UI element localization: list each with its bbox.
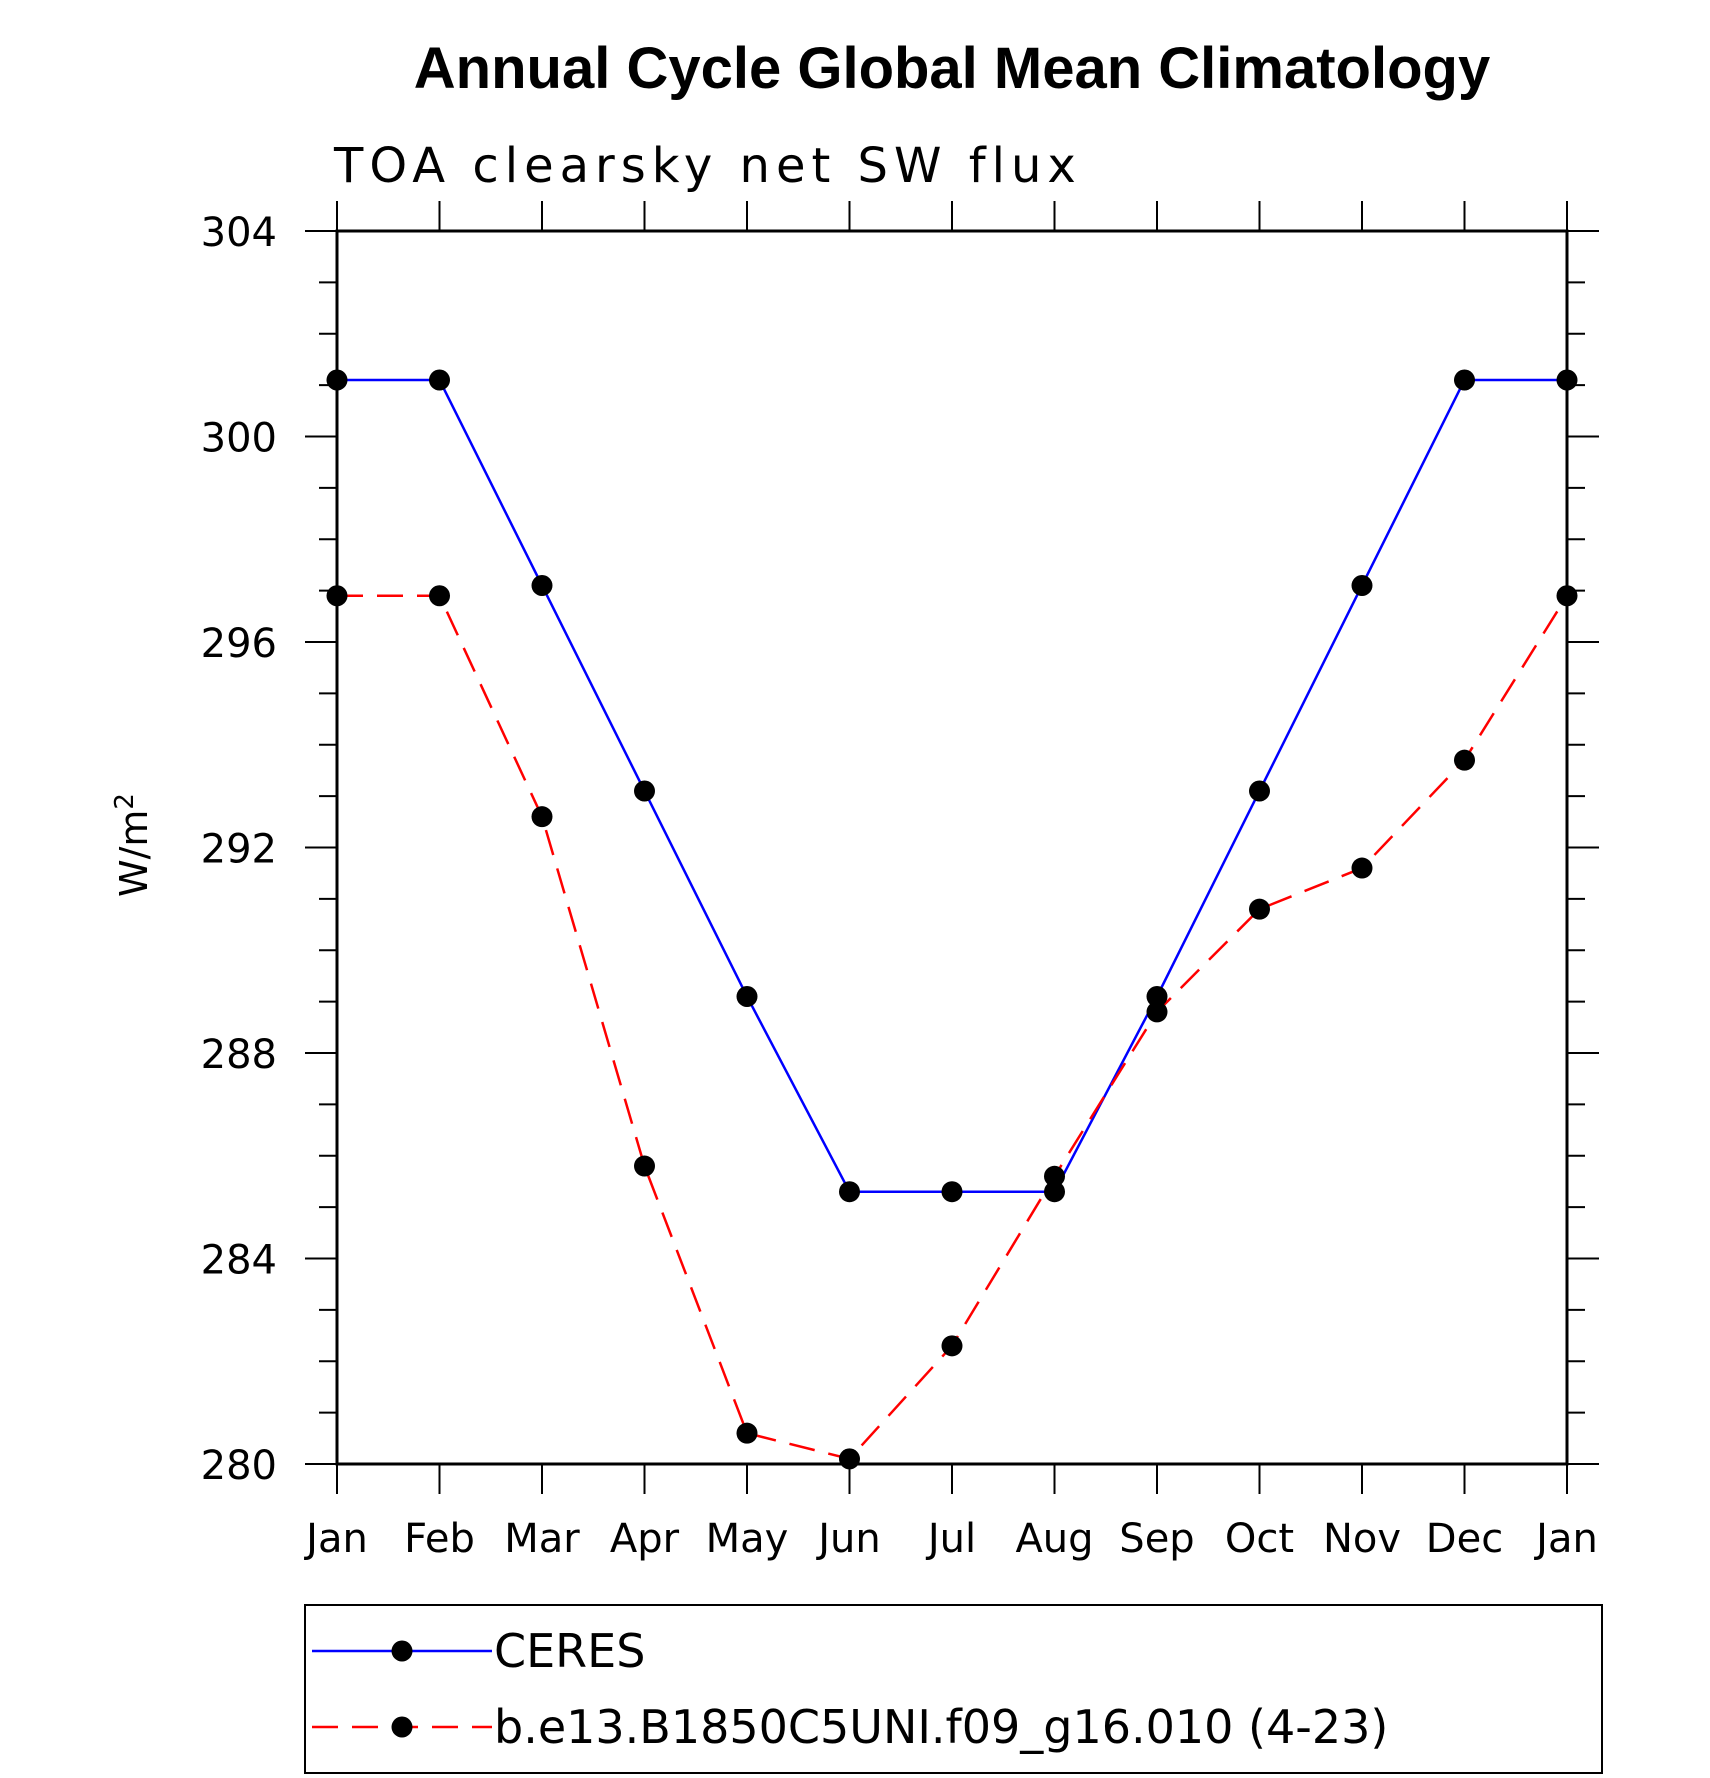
chart-title: Annual Cycle Global Mean Climatology: [414, 36, 1490, 101]
x-tick-label: Jan: [1533, 1516, 1598, 1562]
series-1-point: [1044, 1181, 1065, 1203]
x-tick-label: Oct: [1225, 1516, 1294, 1562]
y-tick-label: 284: [201, 1238, 277, 1284]
chart-subtitle: TOA clearsky net SW flux: [333, 138, 1082, 194]
legend-marker-2: [391, 1716, 413, 1738]
x-axis: Jan Feb Mar Apr May Jun Jul Aug Sep Oct Nov Dec Jan: [303, 201, 1598, 1562]
y-tick-label: 296: [201, 621, 277, 667]
y-tick-label: 300: [201, 416, 277, 462]
legend-box: [304, 1604, 1603, 1774]
series-1-point: [634, 780, 655, 802]
series-1-point: [736, 985, 758, 1007]
x-tick-label: Nov: [1323, 1516, 1401, 1562]
y-axis-label-base: W/m: [112, 810, 156, 897]
x-tick-label: Apr: [610, 1516, 680, 1562]
y-axis-label-superscript: 2: [110, 793, 140, 810]
series-1-point: [1454, 369, 1475, 391]
x-tick-label: May: [706, 1516, 789, 1562]
series-1-point: [1351, 574, 1373, 596]
y-axis-label: W/m2: [110, 793, 156, 897]
series-1-point: [429, 369, 450, 391]
series-2-point: [1146, 1001, 1168, 1023]
legend-marker-1: [391, 1640, 413, 1662]
series-2-point: [1044, 1165, 1065, 1187]
legend: CERES b.e13.B1850C5UNI.f09_g16.010 (4-23): [304, 1604, 1603, 1774]
series-2-point: [1556, 585, 1578, 607]
series-1-point: [941, 1181, 963, 1203]
series-2-point: [1351, 857, 1373, 879]
x-tick-label: Dec: [1426, 1516, 1503, 1562]
series-1-point: [839, 1181, 860, 1203]
series-2-point: [1249, 898, 1270, 920]
y-tick-label: 304: [201, 210, 277, 256]
series-1-point: [531, 574, 553, 596]
x-tick-label: Feb: [404, 1516, 475, 1562]
y-axis: 280 284 288 292 296 300 304: [201, 210, 1599, 1489]
y-tick-label: 292: [201, 827, 277, 873]
x-tick-label: Aug: [1015, 1516, 1093, 1562]
series-1-point: [1556, 369, 1578, 391]
series-2-point: [839, 1448, 860, 1470]
y-tick-label: 288: [201, 1032, 277, 1078]
series-2-point: [531, 806, 553, 828]
x-tick-label: Jun: [815, 1516, 881, 1562]
series-2-point: [326, 585, 348, 607]
legend-label-1: CERES: [494, 1624, 645, 1678]
x-tick-label: Mar: [504, 1516, 580, 1562]
series-1-point: [326, 369, 348, 391]
series-2-point: [429, 585, 450, 607]
series-2-point: [941, 1335, 963, 1357]
series-2-point: [736, 1422, 758, 1444]
x-tick-label: Jul: [925, 1516, 976, 1562]
series-2-point: [634, 1155, 655, 1177]
series-layer: [326, 369, 1578, 1470]
y-tick-label: 280: [201, 1443, 277, 1489]
x-tick-label: Sep: [1119, 1516, 1194, 1562]
series-line-1: [337, 378, 1567, 1193]
series-1-point: [1249, 780, 1270, 802]
x-tick-label: Jan: [303, 1516, 368, 1562]
series-1-point: [1146, 985, 1168, 1007]
legend-label-2: b.e13.B1850C5UNI.f09_g16.010 (4-23): [494, 1700, 1388, 1754]
series-line-2: [337, 594, 1569, 1461]
series-2-point: [1454, 749, 1475, 771]
